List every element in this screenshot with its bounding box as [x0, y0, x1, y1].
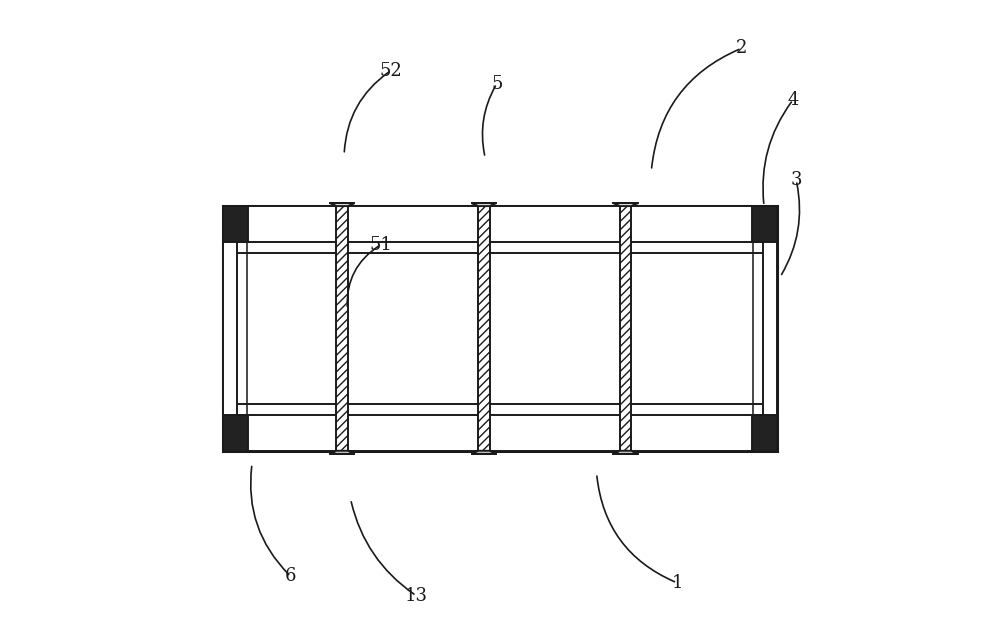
Bar: [336, 206, 348, 451]
Text: 3: 3: [790, 171, 802, 189]
Text: 51: 51: [369, 236, 392, 254]
Text: 2: 2: [736, 39, 747, 57]
Bar: [223, 206, 248, 242]
Text: 1: 1: [671, 574, 683, 592]
Polygon shape: [613, 204, 638, 206]
Text: 13: 13: [405, 587, 428, 605]
Polygon shape: [330, 451, 354, 453]
Bar: [620, 206, 631, 451]
Polygon shape: [613, 451, 638, 453]
Polygon shape: [472, 451, 496, 453]
Bar: [223, 206, 237, 451]
Text: 52: 52: [379, 62, 402, 80]
Text: 5: 5: [491, 75, 502, 93]
Bar: [223, 415, 777, 451]
Polygon shape: [472, 204, 496, 206]
Bar: [223, 206, 777, 451]
Bar: [752, 415, 777, 451]
Bar: [223, 415, 248, 451]
Bar: [478, 206, 490, 451]
Text: 6: 6: [285, 567, 296, 585]
Polygon shape: [330, 204, 354, 206]
Text: 4: 4: [787, 91, 799, 109]
Bar: [223, 206, 777, 242]
Bar: [752, 206, 777, 242]
Bar: [763, 206, 777, 451]
